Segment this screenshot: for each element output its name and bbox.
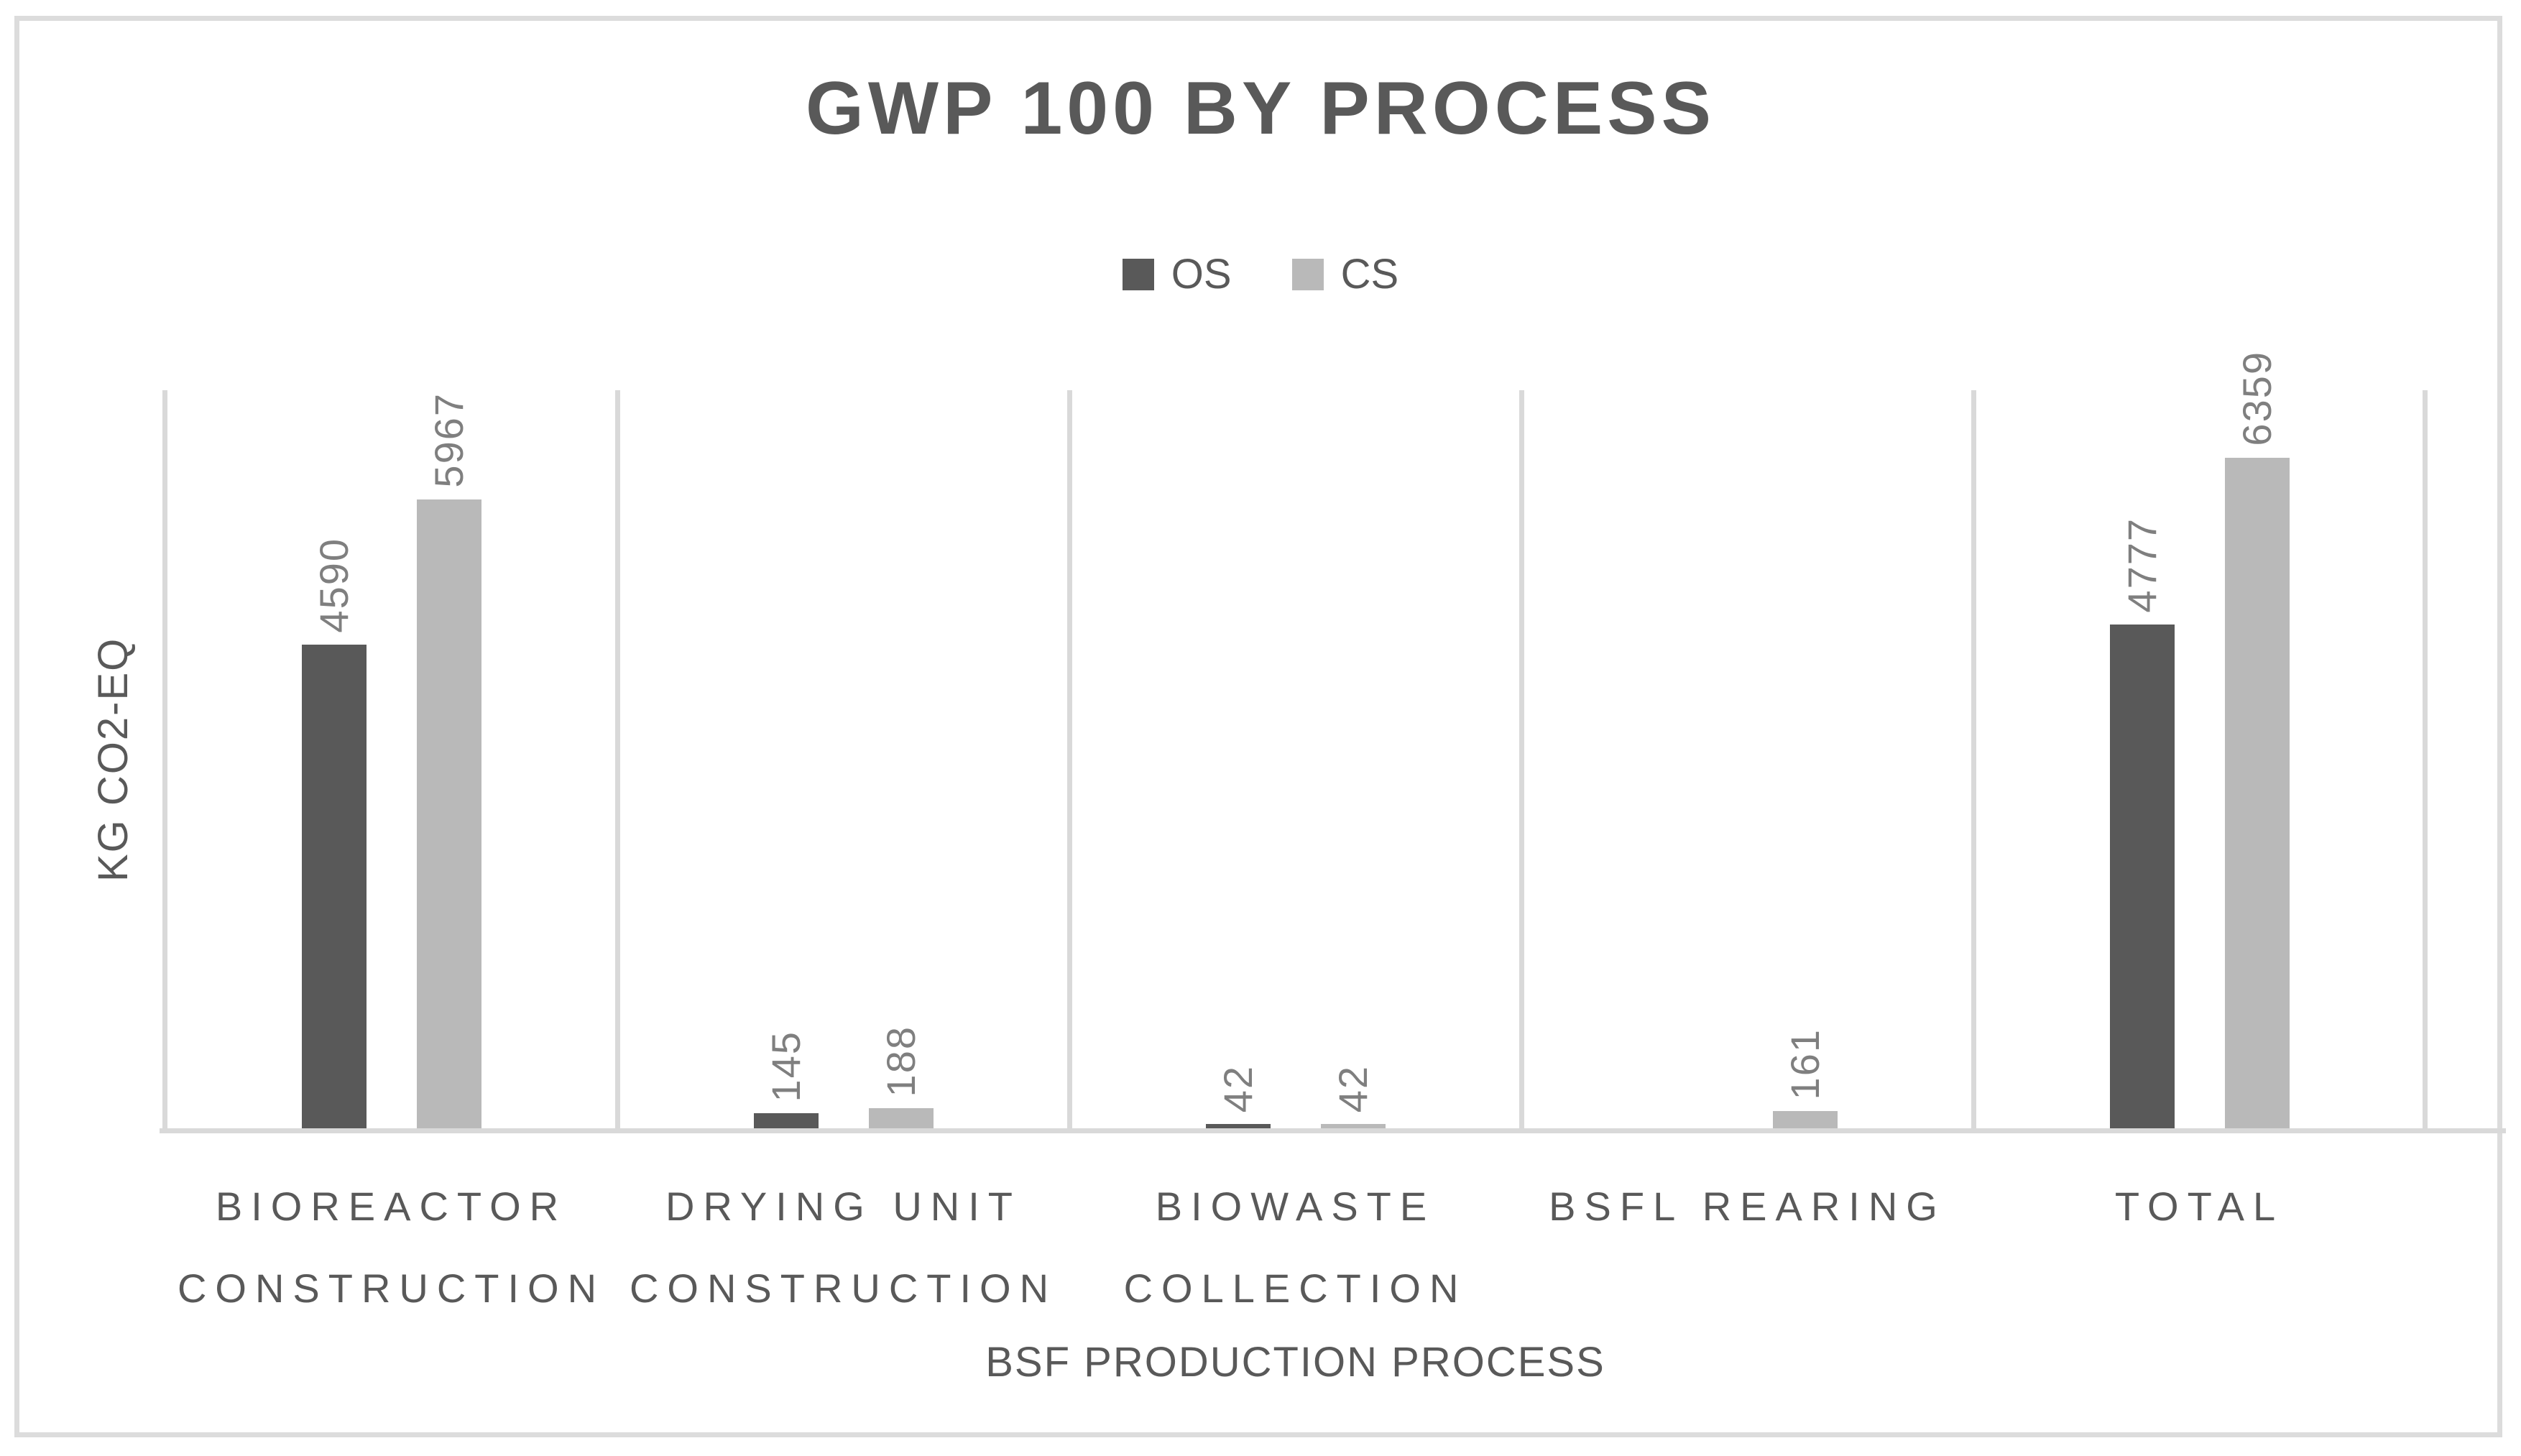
legend: OS CS xyxy=(0,250,2521,298)
legend-swatch-os xyxy=(1122,258,1154,290)
plot-area: 4590 145 42 4777 5967 188 42 161 6359 xyxy=(160,351,2506,1133)
category-separator-line xyxy=(615,390,620,1128)
bar-cs-drying-unit-construction xyxy=(868,1108,934,1128)
bar-label-os-drying-unit-construction: 145 xyxy=(762,1030,808,1102)
legend-label-cs: CS xyxy=(1340,251,1399,298)
bar-os-drying-unit-construction xyxy=(753,1113,819,1128)
x-axis-line xyxy=(160,1128,2506,1133)
legend-swatch-cs xyxy=(1291,258,1324,290)
bar-cs-biowaste-collection xyxy=(1320,1124,1386,1128)
bar-label-cs-bioreactor-construction: 5967 xyxy=(425,392,471,488)
x-axis-title: BSF PRODUCTION PROCESS xyxy=(985,1339,1605,1386)
bar-label-cs-total: 6359 xyxy=(2234,351,2280,446)
bar-os-bioreactor-construction xyxy=(301,645,367,1128)
chart-title: GWP 100 BY PROCESS xyxy=(806,67,1715,150)
category-label-bsfl-rearing: BSFL REARING xyxy=(1549,1184,1946,1229)
legend-item-os: OS xyxy=(1122,250,1232,298)
bar-cs-total xyxy=(2224,458,2290,1128)
bar-label-cs-drying-unit-construction: 188 xyxy=(877,1025,923,1097)
bar-os-total xyxy=(2109,625,2175,1128)
category-label-drying-unit-construction: DRYING UNIT CONSTRUCTION xyxy=(629,1184,1058,1311)
bar-os-biowaste-collection xyxy=(1205,1124,1271,1128)
bar-label-cs-bsfl-rearing: 161 xyxy=(1782,1028,1828,1100)
y-axis-title: KG CO2-EQ xyxy=(90,637,137,882)
category-label-total: TOTAL xyxy=(2114,1184,2285,1229)
bar-label-cs-biowaste-collection: 42 xyxy=(1329,1064,1375,1112)
category-separator-line xyxy=(1971,390,1976,1128)
category-label-bioreactor-construction: BIOREACTOR CONSTRUCTION xyxy=(177,1184,606,1311)
bar-label-os-total: 4777 xyxy=(2119,517,2165,613)
legend-item-cs: CS xyxy=(1291,250,1399,298)
category-separator-line xyxy=(1067,390,1072,1128)
y-axis-line xyxy=(162,390,167,1128)
category-label-biowaste-collection: BIOWASTE COLLECTION xyxy=(1123,1184,1467,1311)
bar-label-os-bioreactor-construction: 4590 xyxy=(310,538,356,633)
bar-cs-bioreactor-construction xyxy=(416,499,481,1128)
category-separator-line xyxy=(2423,390,2428,1128)
bar-cs-bsfl-rearing xyxy=(1772,1111,1838,1128)
legend-label-os: OS xyxy=(1171,251,1232,298)
category-separator-line xyxy=(1519,390,1524,1128)
bar-label-os-biowaste-collection: 42 xyxy=(1215,1064,1260,1112)
